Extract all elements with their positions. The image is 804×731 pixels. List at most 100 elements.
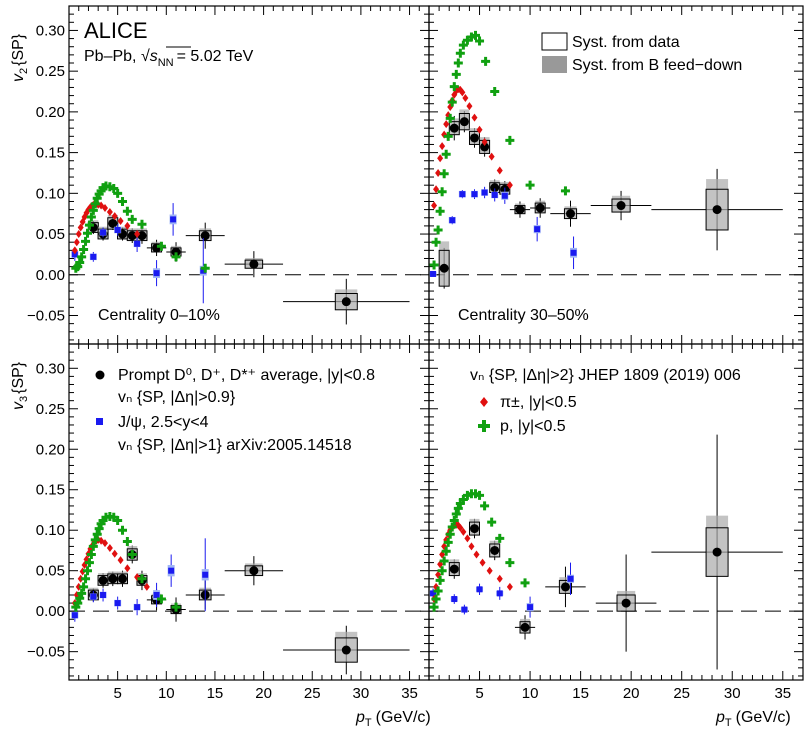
proton-point (453, 503, 463, 513)
x-tick-label: 5 (475, 685, 483, 702)
jpsi-point (90, 593, 97, 600)
dmeson-point (490, 183, 500, 193)
pion-point (134, 230, 141, 239)
proton-point (81, 574, 91, 584)
dmeson-syst-data (198, 230, 212, 242)
legend-syst-data-label: Syst. from data (572, 34, 680, 51)
pion-point (117, 217, 124, 226)
legend-dmeson-label: Prompt D⁰, D⁺, D*⁺ average, |y|<0.8 (118, 367, 375, 384)
dmeson-syst-data (126, 548, 138, 561)
pion-point (102, 203, 108, 212)
y-tick-label: 0.10 (36, 185, 65, 202)
jpsi-point (449, 217, 456, 224)
dmeson-point (560, 582, 570, 592)
proton-point (455, 48, 465, 58)
jpsi-point (491, 191, 498, 198)
panels-layer: −0.05 0.00 0.05 0.10 0.15 0.20 0.25 0.30 5 10 15 20… (27, 5, 804, 702)
jpsi-point (430, 590, 437, 597)
dmeson-point (566, 209, 576, 219)
proton-point (435, 575, 445, 585)
proton-point (445, 529, 455, 539)
x-tick-label: 25 (673, 685, 690, 702)
pion-point (466, 102, 473, 111)
dmeson-point (480, 142, 490, 152)
proton-point (88, 541, 98, 551)
pion-point (143, 582, 150, 591)
proton-point (84, 558, 94, 568)
legend-syst-data-box (541, 32, 568, 51)
dmeson-syst-feeddown (706, 179, 729, 230)
proton-point (429, 602, 439, 612)
dmeson-syst-data (334, 293, 358, 311)
panel-3: 5 10 15 20 25 30 35 (428, 343, 804, 702)
proton-point (520, 578, 530, 588)
y-axis-label-v3: v3{SP} (10, 361, 30, 410)
proton-point (451, 509, 461, 519)
series-1 (71, 538, 209, 622)
jpsi-point (527, 604, 534, 611)
legend-pion-label: π±, |y|<0.5 (500, 394, 577, 411)
y-tick-label: −0.05 (27, 644, 65, 661)
pion-point (468, 542, 475, 551)
dmeson-syst-data (534, 202, 546, 214)
dmeson-syst-data (107, 217, 119, 230)
y-tick-label: 0.25 (36, 401, 65, 418)
proton-point (82, 228, 92, 238)
pion-point (471, 113, 478, 122)
dmeson-point (341, 297, 351, 307)
dmeson-point (249, 566, 259, 576)
dmeson-point (118, 574, 128, 584)
proton-point (447, 522, 457, 532)
dmeson-syst-data (468, 521, 480, 536)
proton-point (86, 212, 96, 222)
jpsi-point (168, 567, 175, 574)
proton-point (113, 516, 123, 526)
proton-point (92, 529, 102, 539)
dmeson-point (520, 622, 530, 632)
pion-point (75, 230, 82, 239)
pion-point (479, 558, 486, 567)
pion-point (473, 550, 480, 559)
proton-point (81, 236, 91, 246)
dmeson-syst-data (489, 543, 501, 558)
proton-point (77, 588, 87, 598)
jpsi-point (570, 249, 577, 256)
proton-point (73, 598, 83, 608)
series-0 (448, 434, 783, 670)
dmeson-syst-data (705, 188, 729, 231)
y-axis-label-v2: v2{SP} (10, 33, 30, 82)
labels-layer: ALICE Pb–Pb, √sNN = 5.02 TeV Centrality 0… (10, 18, 791, 729)
pion-point (481, 138, 488, 147)
proton-point (71, 263, 81, 273)
proton-point (458, 40, 468, 50)
proton-point (439, 169, 449, 179)
proton-point (458, 494, 468, 504)
dmeson-point (98, 575, 108, 585)
series-1 (429, 562, 575, 618)
dmeson-point (490, 545, 500, 555)
proton-point (431, 237, 441, 247)
proton-point (443, 131, 453, 141)
proton-point (445, 113, 455, 123)
dmeson-syst-feeddown (706, 515, 729, 577)
proton-point (470, 30, 480, 40)
jpsi-point (534, 226, 541, 233)
proton-point (525, 180, 535, 190)
dmeson-point (535, 203, 545, 213)
proton-point (96, 519, 106, 529)
dmeson-point (712, 205, 722, 215)
series-3 (429, 489, 530, 612)
dmeson-point (459, 117, 469, 127)
pion-point (443, 120, 450, 129)
dmeson-syst-data (117, 573, 129, 585)
proton-point (441, 546, 451, 556)
proton-point (71, 602, 81, 612)
proton-point (156, 594, 166, 604)
dmeson-point (439, 263, 449, 273)
dmeson-point (200, 231, 210, 241)
jpsi-point (114, 226, 121, 233)
proton-point (439, 556, 449, 566)
pion-point (124, 564, 131, 573)
pion-point (435, 168, 442, 177)
y-tick-label: 0.15 (36, 145, 65, 162)
